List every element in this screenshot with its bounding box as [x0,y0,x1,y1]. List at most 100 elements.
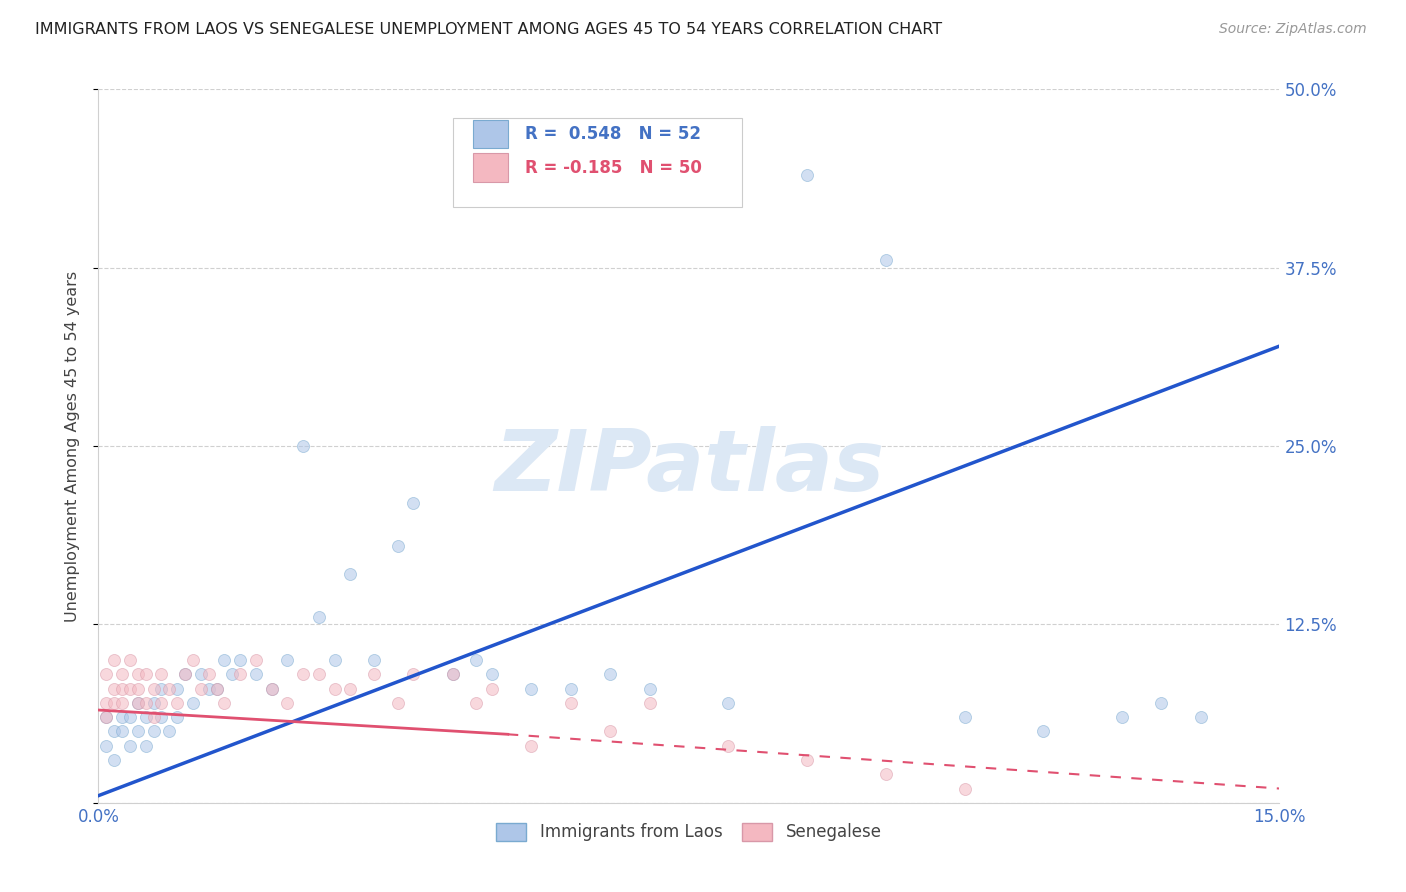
Point [142,710,165,724]
Point [520,681,543,696]
Bar [472,120,508,148]
Point [441,667,464,681]
FancyBboxPatch shape [453,118,742,207]
Point [308,610,330,624]
Point [245,667,267,681]
Point [166,710,188,724]
Point [276,696,298,710]
Point [953,781,976,796]
Legend: Immigrants from Laos, Senegalese: Immigrants from Laos, Senegalese [489,816,889,848]
Point [190,667,212,681]
Point [953,710,976,724]
Point [96,667,118,681]
Point [150,667,173,681]
Point [796,168,818,182]
Point [96,696,118,710]
Point [875,767,897,781]
Point [599,724,621,739]
Point [260,681,283,696]
Point [103,653,125,667]
Point [157,724,180,739]
Text: R =  0.548   N = 52: R = 0.548 N = 52 [524,125,700,143]
Point [127,667,149,681]
Point [181,653,204,667]
Point [717,739,740,753]
Point [465,696,488,710]
Point [205,681,228,696]
Text: R = -0.185   N = 50: R = -0.185 N = 50 [524,159,702,177]
Point [308,667,330,681]
Point [387,539,409,553]
Point [441,667,464,681]
Point [103,753,125,767]
Point [292,667,315,681]
Point [135,696,157,710]
Point [363,653,385,667]
Point [150,681,173,696]
Point [111,724,134,739]
Text: ZIPatlas: ZIPatlas [494,425,884,509]
Point [118,681,141,696]
Point [150,696,173,710]
Point [292,439,315,453]
Point [560,696,582,710]
Point [638,696,661,710]
Point [260,681,283,696]
Point [103,696,125,710]
Point [127,696,149,710]
Point [135,710,157,724]
Point [96,710,118,724]
Point [1111,710,1133,724]
Point [875,253,897,268]
Point [1189,710,1212,724]
Point [402,496,425,510]
Point [111,710,134,724]
Text: Source: ZipAtlas.com: Source: ZipAtlas.com [1219,22,1367,37]
Point [481,681,503,696]
Point [111,667,134,681]
Point [1032,724,1054,739]
Point [181,696,204,710]
Point [150,710,173,724]
Point [560,681,582,696]
Point [323,653,346,667]
Text: IMMIGRANTS FROM LAOS VS SENEGALESE UNEMPLOYMENT AMONG AGES 45 TO 54 YEARS CORREL: IMMIGRANTS FROM LAOS VS SENEGALESE UNEMP… [35,22,942,37]
Point [111,681,134,696]
Point [1150,696,1173,710]
Point [127,724,149,739]
Point [796,753,818,767]
Point [402,667,425,681]
Point [174,667,197,681]
Point [520,739,543,753]
Point [111,696,134,710]
Point [142,681,165,696]
Point [118,653,141,667]
Bar [472,153,508,182]
Point [118,710,141,724]
Point [127,681,149,696]
Point [214,653,236,667]
Point [221,667,243,681]
Y-axis label: Unemployment Among Ages 45 to 54 years: Unemployment Among Ages 45 to 54 years [65,270,80,622]
Point [96,739,118,753]
Point [118,739,141,753]
Point [387,696,409,710]
Point [214,696,236,710]
Point [197,667,219,681]
Point [127,696,149,710]
Point [142,696,165,710]
Point [135,667,157,681]
Point [205,681,228,696]
Point [96,710,118,724]
Point [465,653,488,667]
Point [717,696,740,710]
Point [166,681,188,696]
Point [197,681,219,696]
Point [135,739,157,753]
Point [339,567,361,582]
Point [142,724,165,739]
Point [245,653,267,667]
Point [638,681,661,696]
Point [103,724,125,739]
Point [323,681,346,696]
